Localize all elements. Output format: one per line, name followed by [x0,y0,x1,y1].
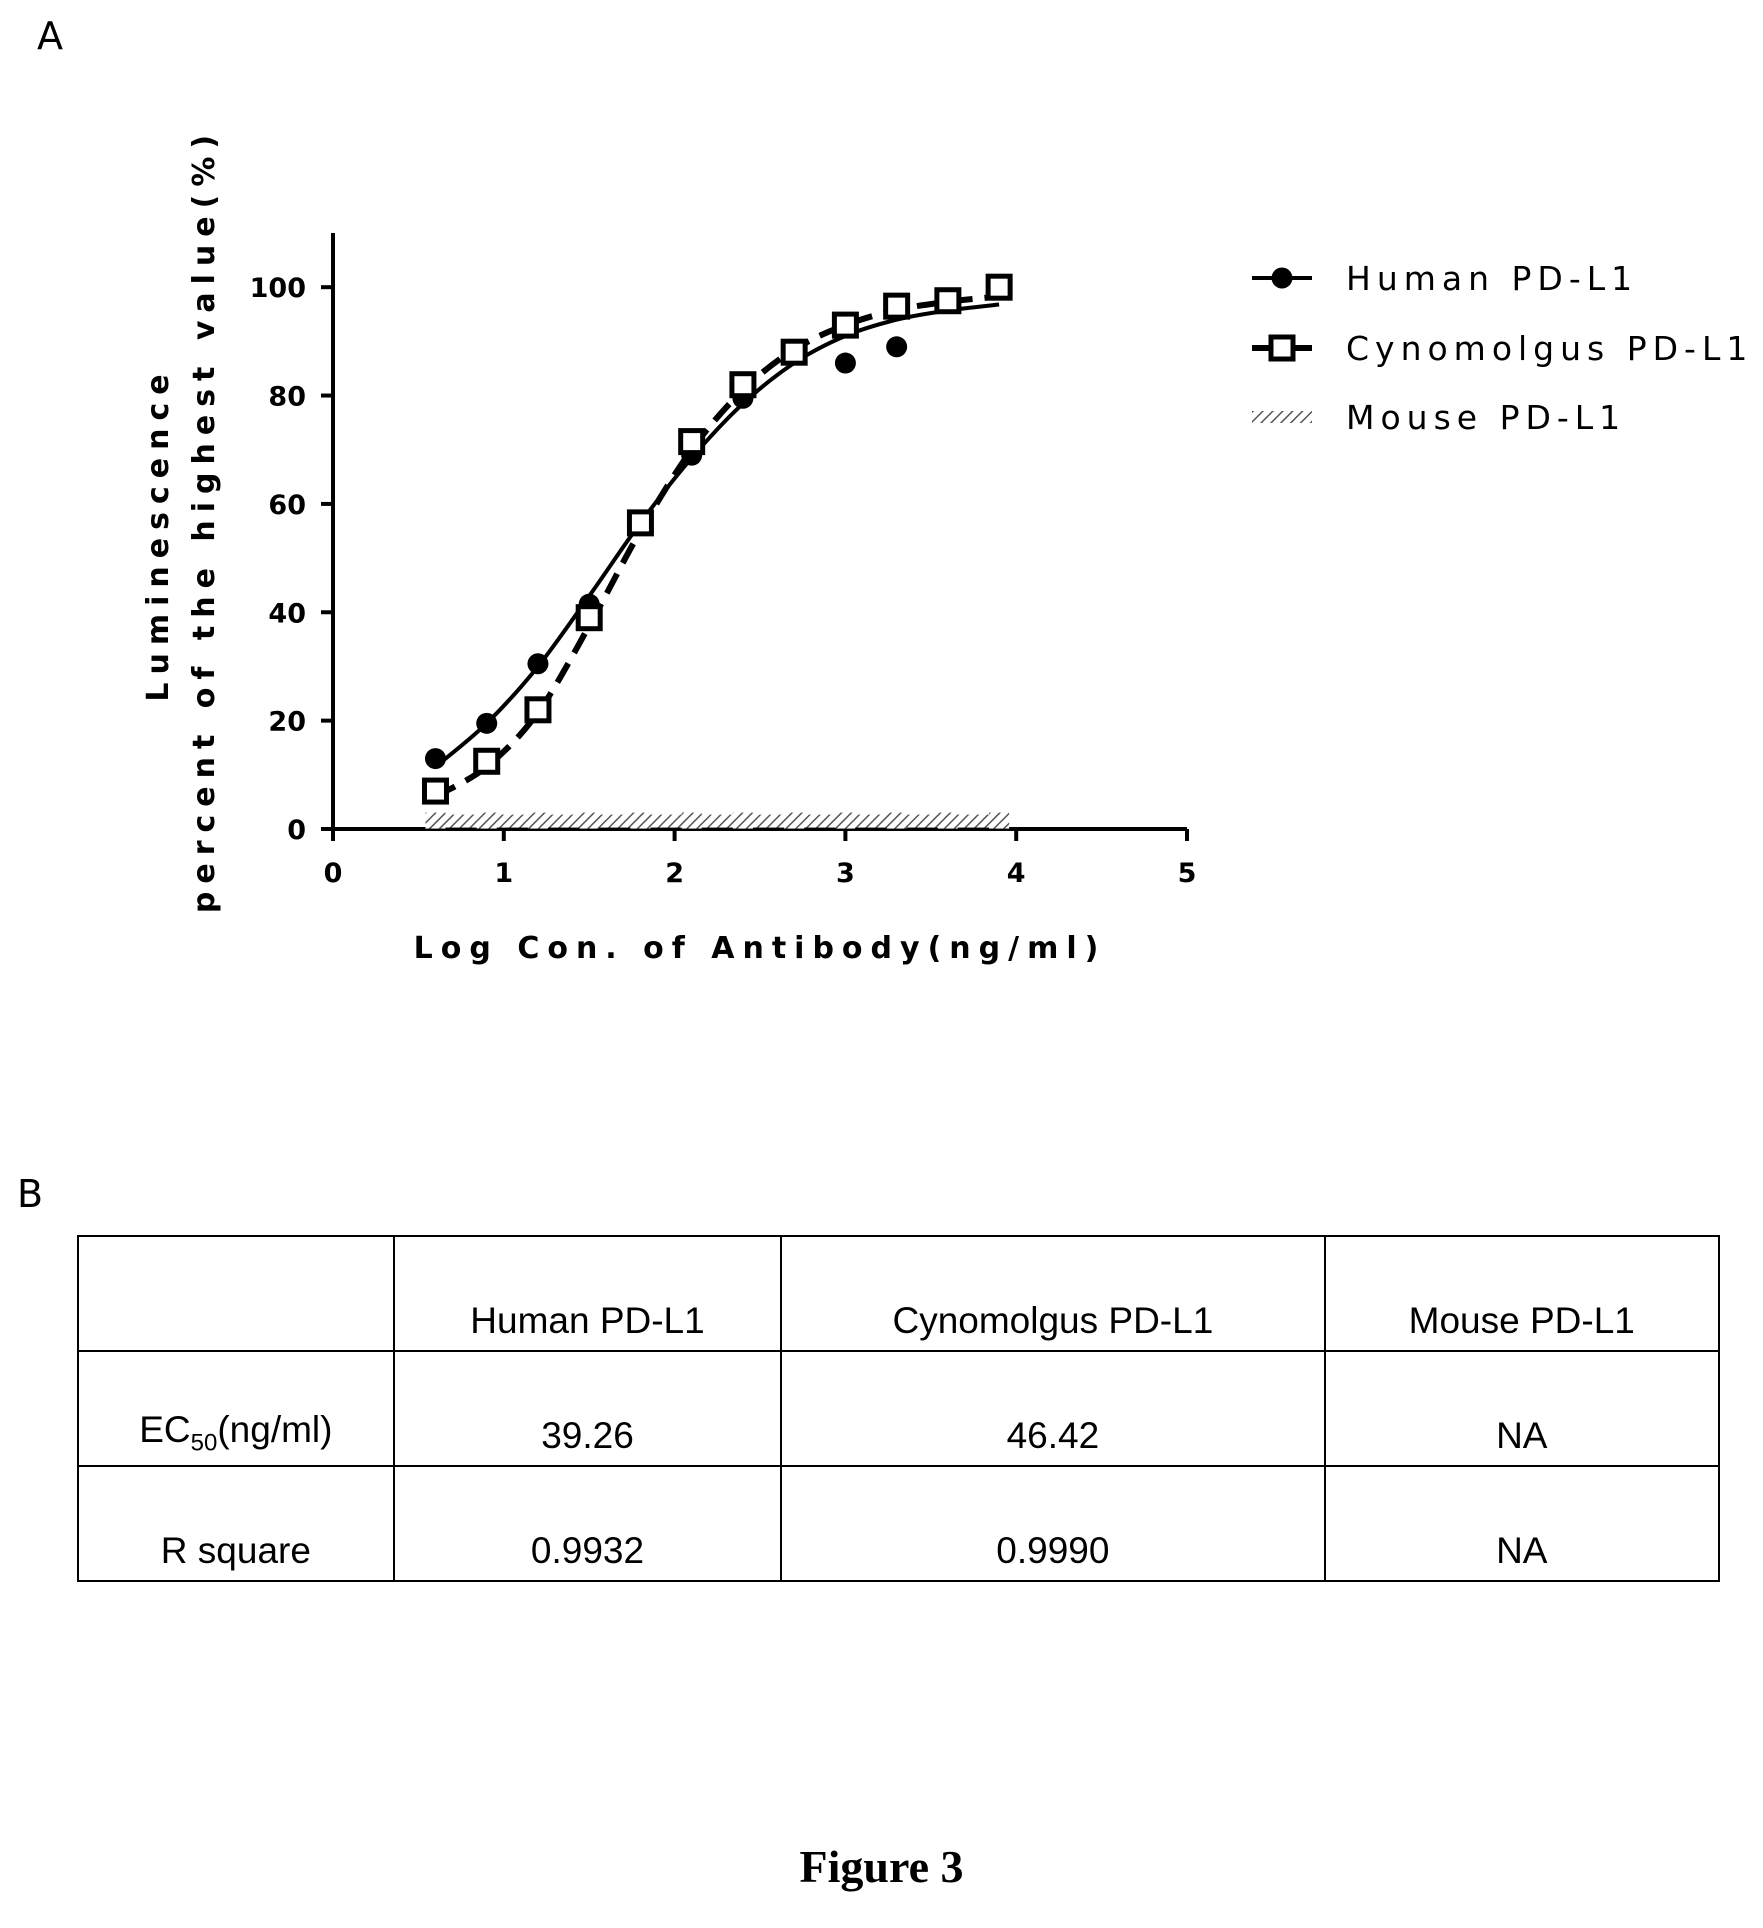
x-tick-label: 1 [494,858,513,889]
legend-label: Cynomolgus PD-L1 [1346,329,1753,368]
label-suffix: (ng/ml) [217,1408,333,1450]
data-point-human-pd-l1 [527,653,549,675]
x-tick-label: 0 [324,858,343,889]
y-tick-label: 40 [268,598,306,629]
data-point-mouse-pd-l1 [425,812,446,829]
table-header-cell: Cynomolgus PD-L1 [780,1235,1326,1352]
x-tick-label: 2 [665,858,684,889]
table-cell: 39.26 [392,1350,783,1467]
data-point-cynomolgus-pd-l1 [678,428,706,456]
table-header-cell: Mouse PD-L1 [1323,1235,1721,1352]
table-cell: 0.9990 [780,1465,1326,1582]
legend-marker-hatch [1252,411,1312,423]
table-header-row: Human PD-L1 Cynomolgus PD-L1 Mouse PD-L1 [77,1235,1721,1352]
y-tick-label: 20 [268,707,306,738]
table-header-cell [77,1235,395,1352]
data-point-mouse-pd-l1 [527,812,548,829]
data-point-cynomolgus-pd-l1 [985,273,1013,301]
legend-item: Cynomolgus PD-L1 [1252,329,1753,368]
table-cell: NA [1323,1465,1721,1582]
legend-item: Human PD-L1 [1252,259,1638,298]
fit-curve [434,302,1000,769]
data-point-mouse-pd-l1 [937,812,958,829]
chart-legend: Human PD-L1 Cynomolgus PD-L1 Mouse PD-L1 [1252,259,1753,437]
label-main: EC [139,1408,191,1450]
series-cynomolgus-pd-l1 [421,273,1013,805]
x-axis-title: Log Con. of Antibody(ng/ml) [414,931,1107,966]
y-axis-title-line1: Luminescence [141,366,176,701]
fit-curve [433,293,1000,800]
dose-response-chart: 0 1 2 3 4 5 0 20 40 60 80 100 Log Con. of Antibody(… [141,127,1753,966]
series-human-pd-l1 [424,276,1010,770]
panel-a-label: A [37,14,63,58]
x-tick-label: 4 [1007,858,1026,889]
legend-label: Human PD-L1 [1346,259,1638,298]
y-axis-title-line2: percent of the highest value(%) [187,127,222,913]
y-tick-label: 0 [287,815,306,846]
data-point-cynomolgus-pd-l1 [575,604,603,632]
series-mouse-pd-l1 [425,812,1010,829]
data-point-mouse-pd-l1 [732,812,753,829]
data-point-mouse-pd-l1 [989,812,1010,829]
data-point-mouse-pd-l1 [681,812,702,829]
results-table: Human PD-L1 Cynomolgus PD-L1 Mouse PD-L1… [77,1235,1721,1582]
label-subscript: 50 [190,1429,218,1456]
data-point-human-pd-l1 [476,712,498,734]
data-point-cynomolgus-pd-l1 [626,509,654,537]
data-point-cynomolgus-pd-l1 [729,371,757,399]
data-point-human-pd-l1 [886,336,908,358]
data-point-mouse-pd-l1 [886,812,907,829]
table-row-label: R square [77,1465,395,1582]
data-point-cynomolgus-pd-l1 [473,747,501,775]
data-point-human-pd-l1 [424,748,446,770]
y-tick-label: 60 [268,490,306,521]
x-tick-label: 3 [836,858,855,889]
data-point-cynomolgus-pd-l1 [421,777,449,805]
data-point-cynomolgus-pd-l1 [524,696,552,724]
table-cell: 46.42 [780,1350,1326,1467]
mouse-band [429,814,1006,828]
table-row: R square 0.9932 0.9990 NA [77,1465,1721,1582]
table-cell: 0.9932 [392,1465,783,1582]
data-point-mouse-pd-l1 [784,812,805,829]
data-point-cynomolgus-pd-l1 [831,311,859,339]
legend-marker-circle [1271,267,1293,289]
y-tick-label: 100 [250,273,306,304]
x-tick-label: 5 [1178,858,1197,889]
legend-label: Mouse PD-L1 [1346,398,1626,437]
data-point-cynomolgus-pd-l1 [883,292,911,320]
figure-caption: Figure 3 [799,1841,964,1892]
table-row: EC50(ng/ml) 39.26 46.42 NA [77,1350,1721,1467]
data-point-mouse-pd-l1 [835,812,856,829]
data-point-cynomolgus-pd-l1 [780,338,808,366]
chart-axes: 0 1 2 3 4 5 0 20 40 60 80 100 [250,233,1197,889]
panel-b-label: B [17,1172,44,1216]
data-point-mouse-pd-l1 [476,812,497,829]
table-row-label: EC50(ng/ml) [77,1350,395,1467]
data-point-human-pd-l1 [834,352,856,374]
data-point-cynomolgus-pd-l1 [934,287,962,315]
legend-marker-square [1268,334,1296,362]
chart-series [421,273,1013,829]
table-cell: NA [1323,1350,1721,1467]
table-header-cell: Human PD-L1 [392,1235,783,1352]
data-point-mouse-pd-l1 [579,812,600,829]
legend-item: Mouse PD-L1 [1252,398,1626,437]
y-tick-label: 80 [268,382,306,413]
data-point-mouse-pd-l1 [630,812,651,829]
